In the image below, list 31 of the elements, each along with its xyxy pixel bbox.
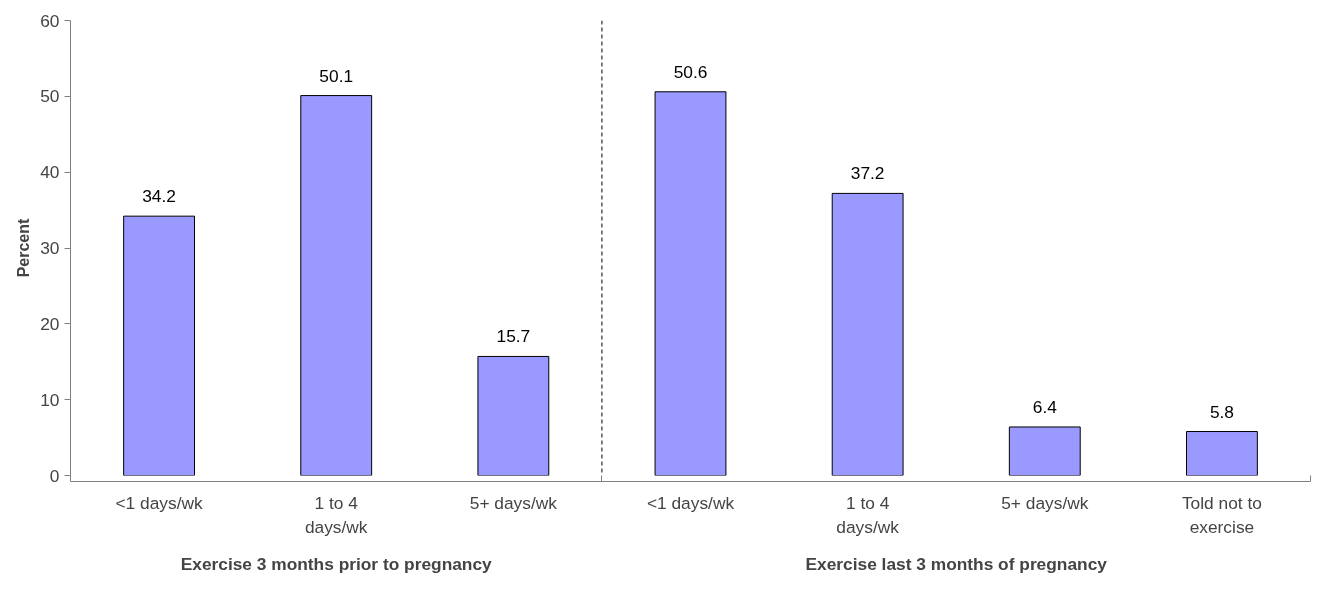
text: Exercise 3 months prior to pregnancy (180, 553, 493, 574)
data-label: 50.1 (319, 65, 354, 86)
bar (1186, 431, 1258, 476)
data-label: 37.2 (850, 163, 885, 184)
bar (1008, 426, 1081, 476)
bar (123, 215, 195, 476)
bar (477, 355, 550, 476)
y-tick-label: 30 (40, 238, 60, 258)
y-tick-label: 20 (40, 313, 60, 334)
data-label: 34.2 (142, 186, 176, 207)
y-tick-label: 0 (49, 465, 60, 486)
y-tick-label: 10 (40, 389, 60, 410)
data-label: 6.4 (1032, 396, 1058, 417)
x-tick-label: 5+ days/wk (1001, 492, 1089, 513)
data-label: 15.7 (496, 326, 531, 347)
x-tick-label: Told not to exercise (1181, 492, 1262, 537)
bar (300, 95, 373, 476)
data-label: 5.8 (1209, 401, 1234, 422)
text: Exercise last 3 months of pregnancy (805, 553, 1108, 574)
y-axis-title: Percent (15, 217, 33, 278)
bar (654, 91, 727, 476)
x-tick-label: <1 days/wk (115, 492, 203, 513)
y-tick-label: 60 (40, 10, 60, 31)
data-label: 50.6 (673, 61, 708, 82)
y-tick-label: 50 (40, 86, 60, 107)
x-tick-label: <1 days/wk (646, 492, 735, 513)
x-tick-label: 5+ days/wk (469, 492, 558, 513)
x-tick-label: 1 to 4 days/wk (836, 492, 900, 537)
x-tick-label: 1 to 4 days/wk (304, 492, 368, 537)
y-tick-label: 40 (40, 162, 60, 183)
bar (831, 192, 904, 476)
